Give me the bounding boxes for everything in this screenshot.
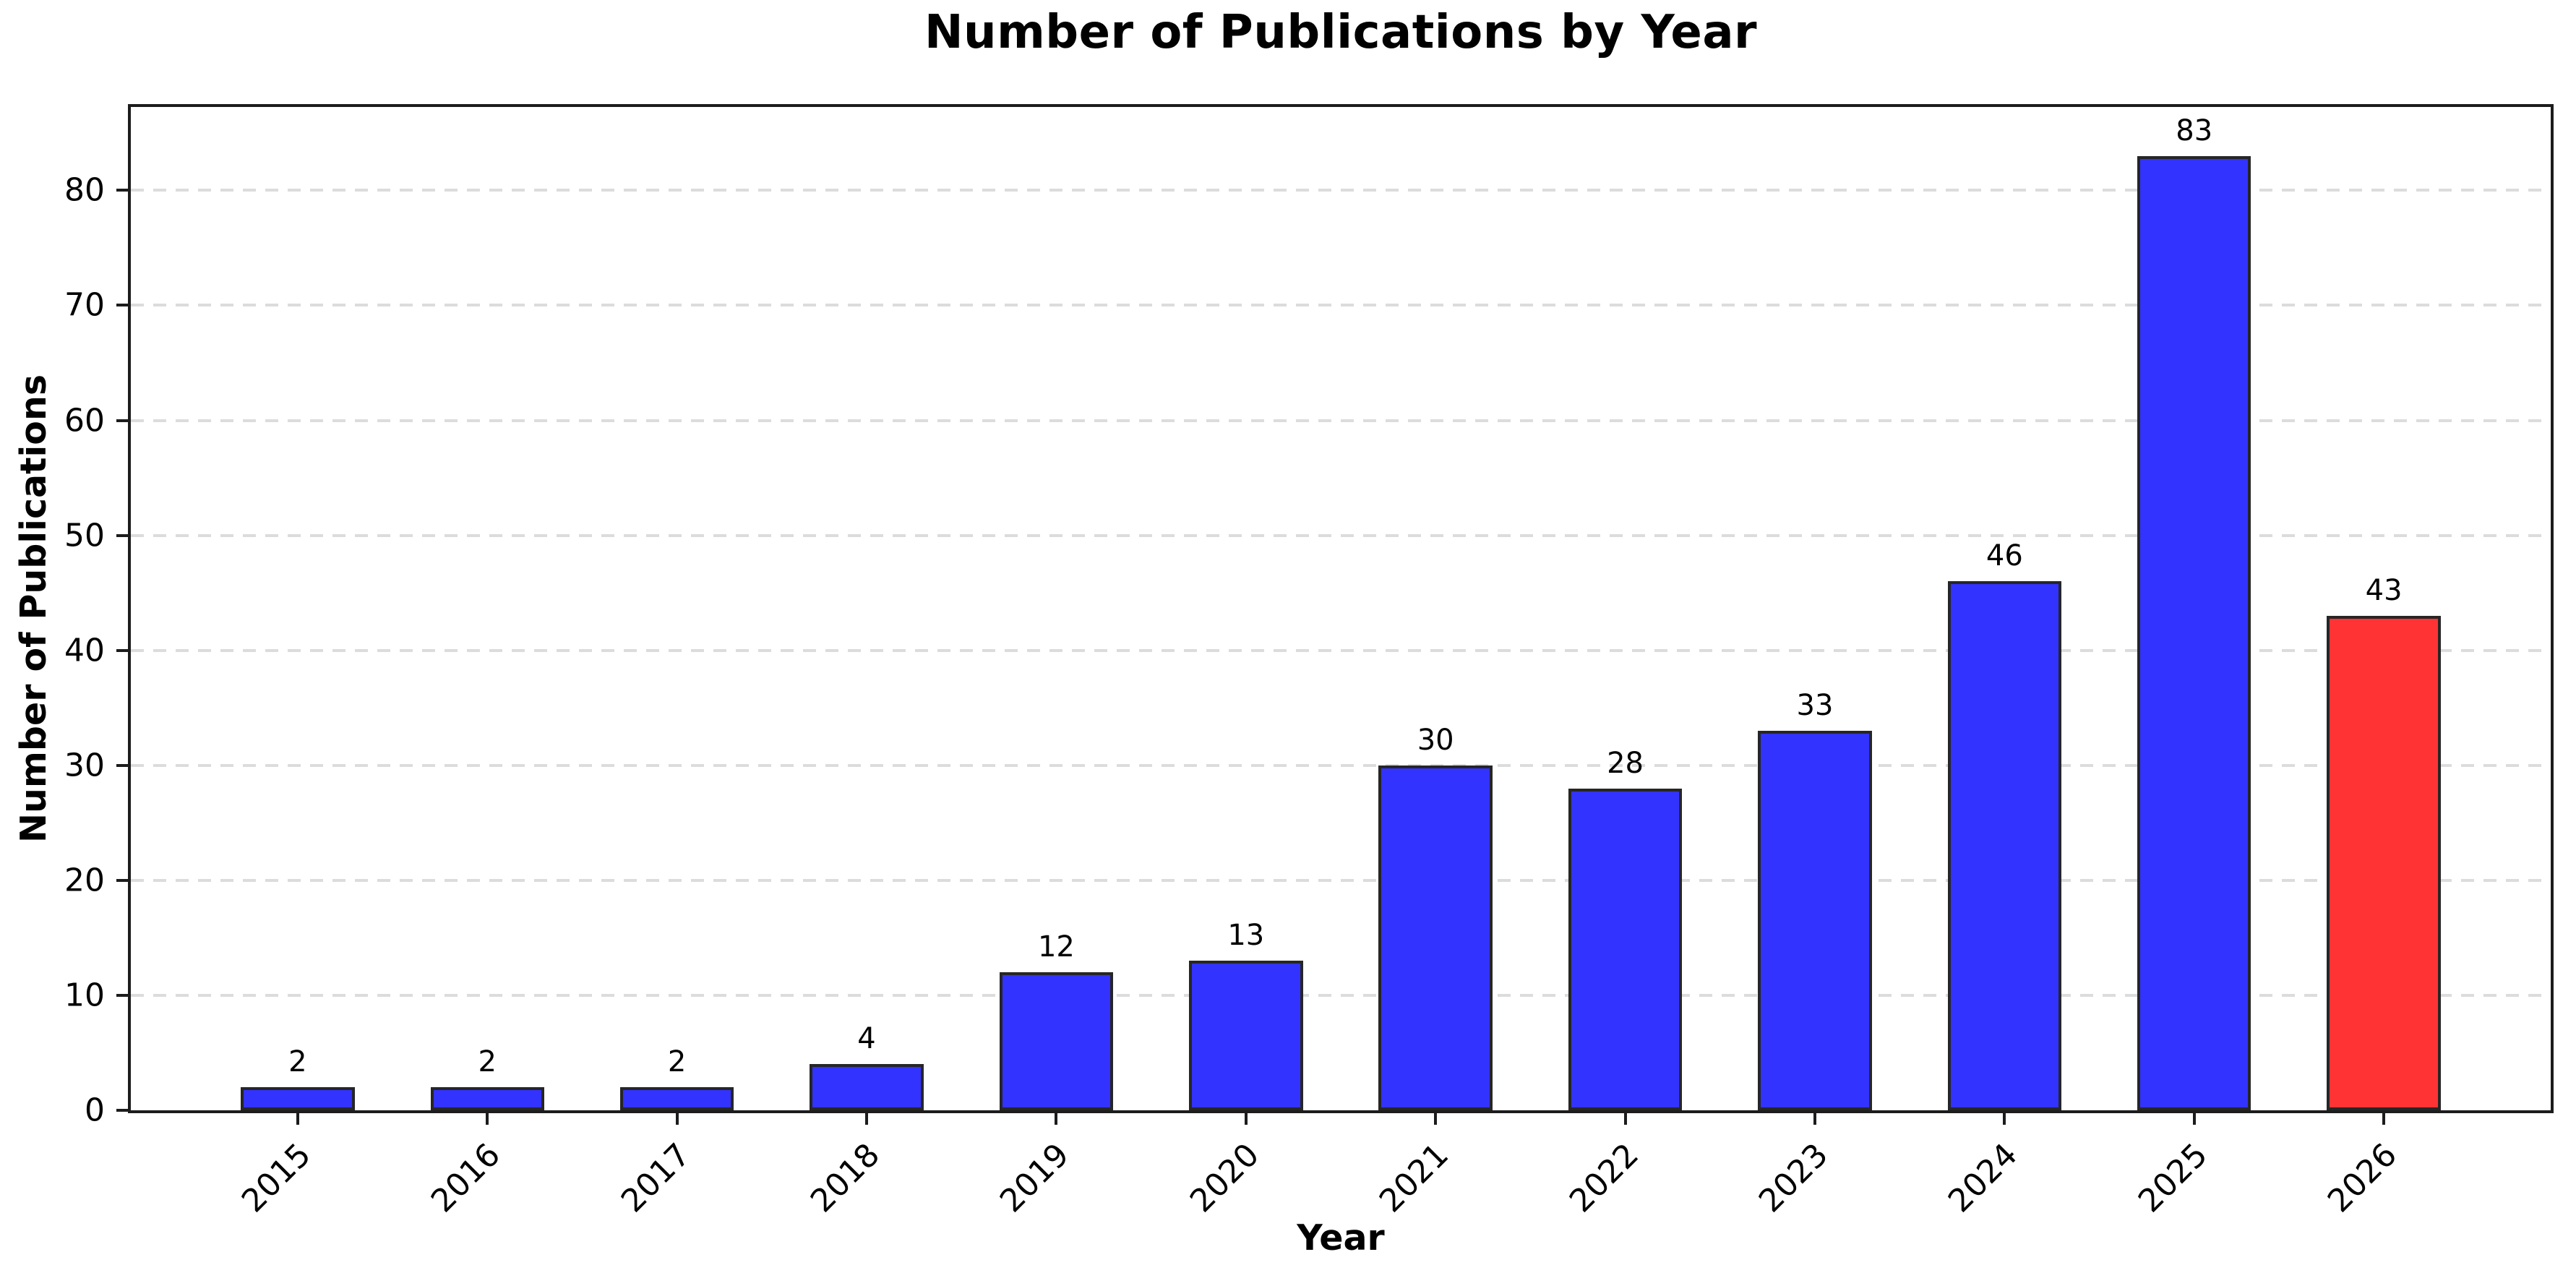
y-tick-label: 0 [85, 1092, 105, 1129]
y-tick-label: 60 [64, 402, 105, 439]
x-tick-mark [1244, 1113, 1248, 1125]
bar-2021 [1378, 765, 1493, 1110]
chart-title: Number of Publications by Year [924, 6, 1758, 59]
y-tick-mark [116, 993, 128, 997]
bar-value-label-2022: 28 [1607, 746, 1644, 780]
bar-value-label-2016: 2 [478, 1045, 497, 1079]
y-tick-mark [116, 419, 128, 422]
gridline-y-80 [131, 189, 2551, 192]
bar-2026 [2327, 615, 2441, 1110]
x-tick-label-text: 2022 [1562, 1136, 1646, 1220]
x-tick-mark [1813, 1113, 1816, 1125]
y-tick-label: 50 [64, 517, 105, 554]
bar-value-label-2023: 33 [1796, 689, 1834, 723]
x-axis-label: Year [1297, 1217, 1385, 1258]
x-tick-label-text: 2020 [1182, 1136, 1266, 1220]
bar-2020 [1189, 961, 1303, 1110]
x-tick-mark [1055, 1113, 1058, 1125]
bar-2016 [430, 1087, 544, 1110]
y-tick-mark [116, 648, 128, 652]
x-tick-mark [486, 1113, 489, 1125]
bar-value-label-2024: 46 [1985, 539, 2023, 573]
x-tick-label-text: 2019 [993, 1136, 1077, 1220]
y-tick-label: 80 [64, 171, 105, 209]
y-tick-mark [116, 1109, 128, 1112]
x-tick-mark [2382, 1113, 2386, 1125]
bar-2017 [619, 1087, 734, 1110]
x-tick-mark [2003, 1113, 2006, 1125]
x-tick-label-text: 2016 [424, 1136, 508, 1220]
y-tick-mark [116, 189, 128, 192]
bar-value-label-2026: 43 [2365, 573, 2403, 607]
x-tick-mark [1623, 1113, 1627, 1125]
y-tick-label: 10 [64, 977, 105, 1014]
y-axis-label: Number of Publications [13, 104, 54, 1113]
y-tick-mark [116, 533, 128, 537]
bar-2022 [1568, 788, 1683, 1110]
gridline-y-60 [131, 419, 2551, 422]
bar-value-label-2018: 4 [857, 1022, 876, 1056]
y-tick-mark [116, 763, 128, 767]
x-tick-label-text: 2015 [234, 1136, 318, 1220]
bar-value-label-2025: 83 [2176, 113, 2213, 147]
plot-area: 0 10 20 30 40 50 60 70 80 2 2015 2 2016 2 2017 4 2018 12 2… [64, 104, 2554, 1219]
x-tick-mark [675, 1113, 679, 1125]
x-tick-label-text: 2025 [2131, 1136, 2215, 1220]
x-tick-label-text: 2017 [614, 1136, 697, 1220]
x-tick-mark [2192, 1113, 2196, 1125]
y-tick-label: 70 [64, 286, 105, 324]
x-tick-label-text: 2018 [803, 1136, 888, 1220]
bar-2023 [1758, 731, 1872, 1110]
x-tick-label-text: 2021 [1373, 1136, 1456, 1220]
x-tick-label-text: 2024 [1941, 1136, 2025, 1220]
y-tick-label: 30 [64, 747, 105, 784]
x-tick-label-text: 2026 [2320, 1136, 2405, 1220]
gridline-y-50 [131, 533, 2551, 537]
bar-value-label-2021: 30 [1417, 723, 1454, 757]
bar-2015 [241, 1087, 355, 1110]
x-tick-mark [865, 1113, 869, 1125]
bar-2024 [1947, 581, 2062, 1110]
y-tick-mark [116, 304, 128, 307]
bar-value-label-2017: 2 [667, 1045, 687, 1079]
bar-2025 [2137, 155, 2251, 1110]
bar-value-label-2015: 2 [288, 1045, 307, 1079]
gridline-y-70 [131, 304, 2551, 307]
gridline-y-30 [131, 763, 2551, 767]
bar-value-label-2020: 13 [1227, 919, 1265, 953]
x-tick-mark [296, 1113, 299, 1125]
y-tick-label: 40 [64, 632, 105, 669]
gridline-y-10 [131, 993, 2551, 997]
bar-2018 [810, 1064, 924, 1110]
gridline-y-40 [131, 648, 2551, 652]
bar-value-label-2019: 12 [1037, 930, 1075, 964]
bar-2019 [999, 972, 1114, 1110]
gridline-y-20 [131, 878, 2551, 882]
y-tick-mark [116, 878, 128, 882]
x-tick-mark [1434, 1113, 1438, 1125]
y-tick-label: 20 [64, 862, 105, 899]
x-tick-label-text: 2023 [1751, 1136, 1836, 1220]
